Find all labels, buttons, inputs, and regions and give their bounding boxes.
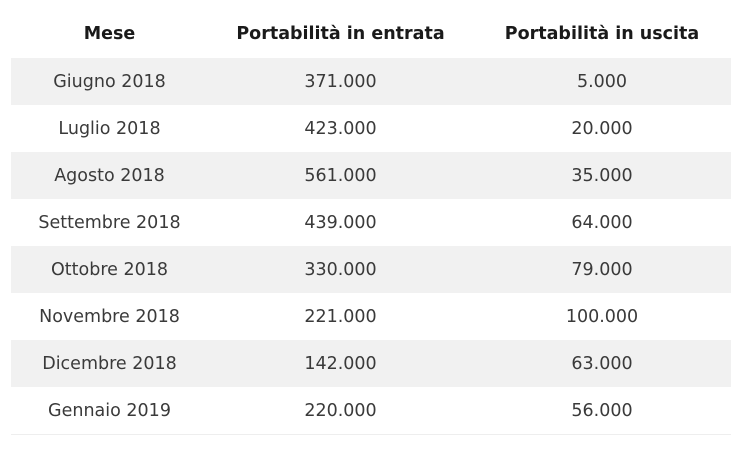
cell-portability-out: 56.000 — [473, 387, 731, 435]
table-row: Gennaio 2019 220.000 56.000 — [11, 387, 731, 435]
cell-portability-in: 371.000 — [208, 58, 473, 105]
cell-month: Ottobre 2018 — [11, 246, 208, 293]
cell-portability-in: 423.000 — [208, 105, 473, 152]
header-month: Mese — [83, 24, 136, 44]
table-row: Novembre 2018 221.000 100.000 — [11, 293, 731, 340]
table-row: Agosto 2018 561.000 35.000 — [11, 152, 731, 199]
header-row: Mese Portabilità in entrata Portabilità … — [11, 10, 731, 58]
cell-portability-in: 561.000 — [208, 152, 473, 199]
table-row: Ottobre 2018 330.000 79.000 — [11, 246, 731, 293]
table-header: Mese Portabilità in entrata Portabilità … — [11, 10, 731, 58]
cell-month: Settembre 2018 — [11, 199, 208, 246]
cell-month: Dicembre 2018 — [11, 340, 208, 387]
cell-portability-out: 100.000 — [473, 293, 731, 340]
table-row: Settembre 2018 439.000 64.000 — [11, 199, 731, 246]
table-row: Luglio 2018 423.000 20.000 — [11, 105, 731, 152]
cell-portability-out: 63.000 — [473, 340, 731, 387]
table-row: Giugno 2018 371.000 5.000 — [11, 58, 731, 105]
cell-portability-out: 5.000 — [473, 58, 731, 105]
cell-portability-in: 142.000 — [208, 340, 473, 387]
cell-portability-out: 64.000 — [473, 199, 731, 246]
cell-portability-in: 330.000 — [208, 246, 473, 293]
table-row: Dicembre 2018 142.000 63.000 — [11, 340, 731, 387]
cell-portability-out: 79.000 — [473, 246, 731, 293]
header-portability-out: Portabilità in uscita — [504, 24, 700, 44]
cell-month: Agosto 2018 — [11, 152, 208, 199]
header-portability-in: Portabilità in entrata — [236, 24, 445, 44]
cell-portability-out: 20.000 — [473, 105, 731, 152]
cell-month: Novembre 2018 — [11, 293, 208, 340]
cell-month: Giugno 2018 — [11, 58, 208, 105]
cell-portability-in: 221.000 — [208, 293, 473, 340]
table-body: Giugno 2018 371.000 5.000 Luglio 2018 42… — [11, 58, 731, 435]
cell-portability-out: 35.000 — [473, 152, 731, 199]
portability-table-container: Mese Portabilità in entrata Portabilità … — [11, 10, 731, 435]
cell-month: Luglio 2018 — [11, 105, 208, 152]
cell-portability-in: 439.000 — [208, 199, 473, 246]
portability-table: Mese Portabilità in entrata Portabilità … — [11, 10, 731, 435]
cell-portability-in: 220.000 — [208, 387, 473, 435]
cell-month: Gennaio 2019 — [11, 387, 208, 435]
